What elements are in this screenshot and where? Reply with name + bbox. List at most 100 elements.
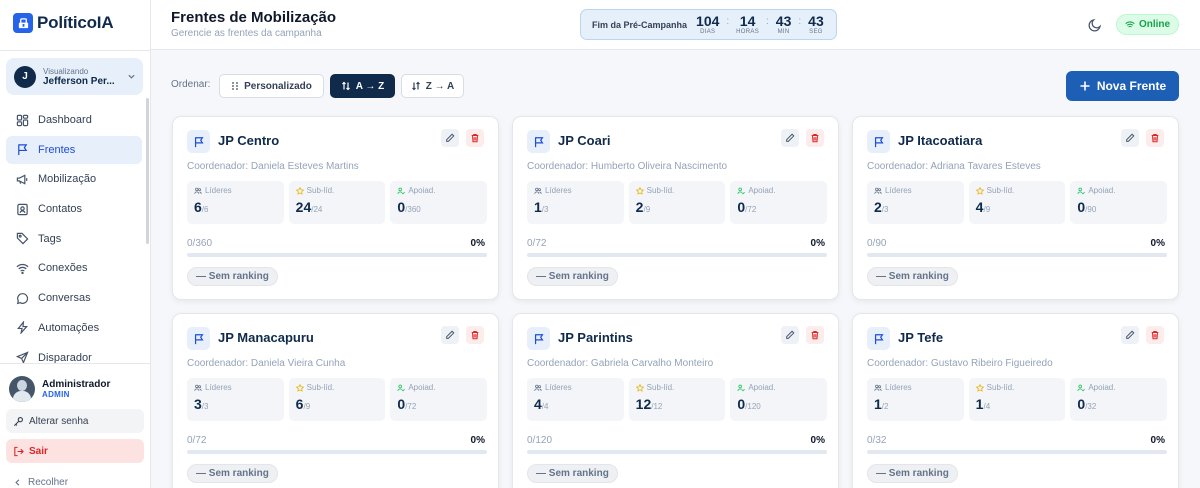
edit-icon[interactable] [1121, 326, 1139, 344]
front-name: JP Centro [218, 133, 280, 148]
front-stats: Líderes 3/3 Sub-líd. 6/9 Apoiad. 0/72 [187, 378, 488, 421]
stat-subleaders: Sub-líd. 24/24 [288, 181, 386, 224]
stat-supporters-label: Apoiad. [1088, 383, 1116, 392]
sort-custom-button[interactable]: Personalizado [219, 74, 324, 98]
stat-supporters-label: Apoiad. [408, 186, 436, 195]
page-subtitle: Gerencie as frentes da campanha [171, 28, 322, 39]
stat-leaders-label: Líderes [885, 383, 912, 392]
chat-icon [16, 292, 29, 304]
sidebar-item-dashboard[interactable]: Dashboard [6, 106, 142, 134]
chevron-down-icon [128, 74, 135, 79]
stat-subleaders: Sub-líd. 6/9 [288, 378, 386, 421]
stat-leaders: Líderes 1/2 [867, 378, 964, 421]
countdown-separator: : [798, 16, 802, 27]
change-password-button[interactable]: Alterar senha [6, 409, 144, 433]
drag-handle-icon [232, 82, 239, 90]
edit-icon[interactable] [781, 129, 799, 147]
wifi-icon [16, 263, 29, 275]
flag-icon [867, 130, 890, 153]
sidebar-item-label: Tags [38, 232, 62, 245]
stat-subleaders-label: Sub-líd. [646, 383, 675, 392]
wifi-icon [1125, 20, 1135, 27]
users-icon [874, 384, 882, 391]
sidebar-item-conexoes[interactable]: Conexões [6, 254, 142, 282]
stat-leaders-value: 2 [874, 199, 882, 215]
collapse-sidebar-button[interactable]: Recolher [13, 477, 68, 488]
stat-leaders-label: Líderes [205, 186, 232, 195]
delete-icon[interactable] [466, 326, 484, 344]
front-card[interactable]: JP Parintins Coordenador: Gabriela Carva… [512, 313, 839, 488]
progress-bar [187, 450, 487, 454]
star-icon [295, 383, 304, 392]
countdown-label: Fim da Pré-Campanha [592, 19, 688, 30]
ranking-badge: — Sem ranking [187, 464, 278, 483]
front-card[interactable]: JP Centro Coordenador: Daniela Esteves M… [172, 116, 499, 300]
edit-icon[interactable] [1121, 129, 1139, 147]
sidebar-item-disparador[interactable]: Disparador [6, 344, 142, 372]
sidebar-item-mobilizacao[interactable]: Mobilização [6, 165, 142, 193]
front-stats: Líderes 2/3 Sub-líd. 4/9 Apoiad. 0/90 [867, 181, 1168, 224]
new-front-button[interactable]: Nova Frente [1066, 71, 1179, 101]
chevron-left-icon [15, 479, 20, 486]
sidebar-item-contatos[interactable]: Contatos [6, 195, 142, 223]
sidebar-scrollbar[interactable] [146, 98, 149, 244]
front-card[interactable]: JP Tefe Coordenador: Gustavo Ribeiro Fig… [852, 313, 1179, 488]
stat-leaders: Líderes 4/4 [527, 378, 624, 421]
sort-za-button[interactable]: Z → A [401, 74, 464, 98]
sidebar-item-automacoes[interactable]: Automações [6, 314, 142, 342]
countdown-hours: 14 [739, 13, 756, 29]
delete-icon[interactable] [1146, 129, 1164, 147]
flag-icon [187, 130, 210, 153]
delete-icon[interactable] [806, 326, 824, 344]
sort-arrows-icon [341, 81, 350, 91]
front-card[interactable]: JP Manacapuru Coordenador: Daniela Vieir… [172, 313, 499, 488]
stat-subleaders-value: 12 [635, 396, 652, 412]
countdown-minutes-label: MIN [777, 29, 790, 35]
front-stats: Líderes 4/4 Sub-líd. 12/12 Apoiad. 0/120 [527, 378, 828, 421]
countdown-separator: : [726, 16, 730, 27]
front-card[interactable]: JP Itacoatiara Coordenador: Adriana Tava… [852, 116, 1179, 300]
logout-label: Sair [29, 445, 48, 457]
front-card[interactable]: JP Coari Coordenador: Humberto Oliveira … [512, 116, 839, 300]
delete-icon[interactable] [1146, 326, 1164, 344]
flag-icon [18, 144, 28, 156]
stat-leaders-value: 1 [874, 396, 882, 412]
sort-az-button[interactable]: A → Z [330, 74, 395, 98]
stat-supporters-value: 0 [737, 396, 746, 412]
edit-icon[interactable] [441, 129, 459, 147]
progress-count: 0/120 [527, 435, 553, 446]
avatar: J [14, 65, 36, 88]
admin-profile[interactable]: Administrador ADMIN [9, 376, 110, 402]
viewing-user-selector[interactable]: J Visualizando Jefferson Per... [6, 58, 143, 95]
user-check-icon [397, 384, 406, 391]
stat-supporters-label: Apoiad. [748, 383, 776, 392]
edit-icon[interactable] [441, 326, 459, 344]
sidebar-item-tags[interactable]: Tags [6, 225, 142, 253]
front-name: JP Parintins [558, 330, 633, 345]
delete-icon[interactable] [806, 129, 824, 147]
stat-supporters-value: 0 [1077, 396, 1086, 412]
edit-icon[interactable] [781, 326, 799, 344]
sidebar-item-frentes[interactable]: Frentes [6, 135, 142, 164]
dashboard-icon [16, 114, 29, 126]
stat-leaders: Líderes 2/3 [867, 181, 964, 224]
stat-subleaders-max: /9 [303, 402, 311, 411]
stat-subleaders-value: 4 [975, 199, 984, 215]
star-icon [635, 186, 644, 195]
sidebar-item-label: Conversas [38, 292, 91, 305]
stat-leaders-value: 3 [194, 396, 202, 412]
sort-label: Ordenar: [171, 79, 211, 90]
stat-subleaders-max: /24 [311, 205, 323, 214]
countdown-days-label: DIAS [700, 29, 716, 35]
stat-supporters-value: 0 [397, 396, 406, 412]
delete-icon[interactable] [466, 129, 484, 147]
page-title: Frentes de Mobilização [171, 9, 337, 26]
stat-subleaders: Sub-líd. 2/9 [628, 181, 726, 224]
flag-icon [867, 327, 890, 350]
stat-subleaders-value: 1 [975, 396, 984, 412]
dark-mode-toggle-moon-icon[interactable] [1087, 17, 1103, 33]
stat-supporters-label: Apoiad. [1088, 186, 1116, 195]
brand[interactable]: PolíticoIA [13, 13, 114, 33]
sidebar-item-conversas[interactable]: Conversas [6, 284, 142, 312]
logout-button[interactable]: Sair [6, 439, 144, 463]
